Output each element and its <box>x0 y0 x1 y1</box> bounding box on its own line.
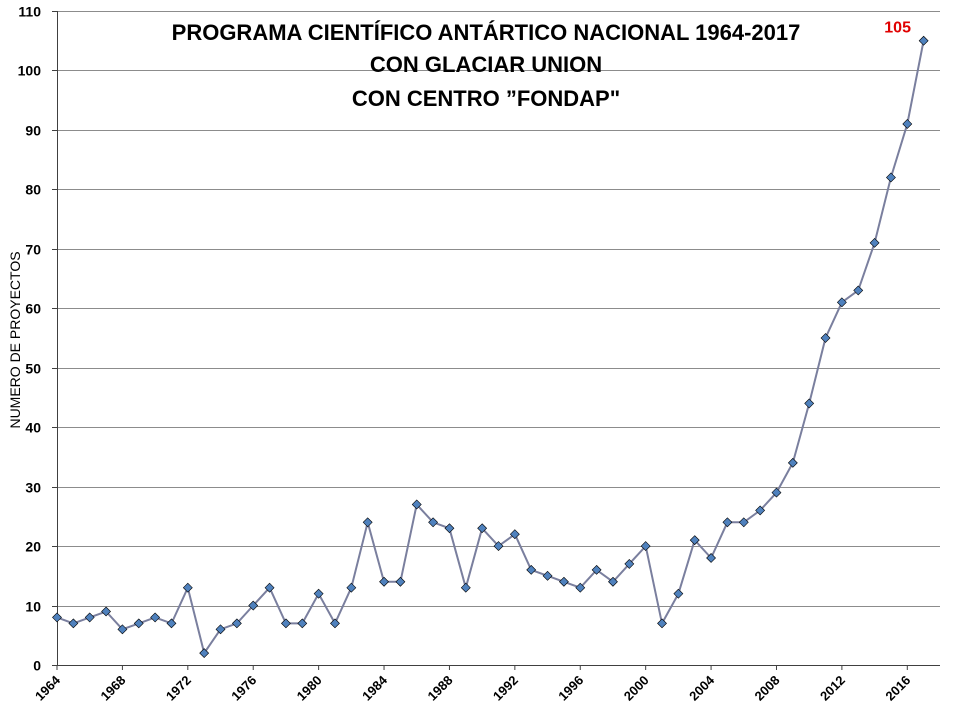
data-point-2005 <box>722 517 733 528</box>
data-point-1986 <box>411 499 422 510</box>
y-axis-label: NUMERO DE PROYECTOS <box>7 251 23 428</box>
data-point-1998 <box>608 576 618 587</box>
x-tick-label: 1976 <box>228 673 259 704</box>
data-point-2014 <box>869 237 880 248</box>
data-point-2008 <box>771 487 782 498</box>
y-tick-label: 90 <box>25 123 41 139</box>
data-point-1975 <box>231 618 242 629</box>
data-point-1985 <box>395 576 406 587</box>
data-point-1972 <box>182 582 193 593</box>
data-point-2009 <box>787 457 798 468</box>
data-point-1964 <box>52 612 62 623</box>
data-point-1970 <box>150 612 161 623</box>
data-point-1974 <box>215 624 226 635</box>
data-point-1984 <box>379 576 389 587</box>
data-point-1977 <box>264 582 275 593</box>
data-point-1999 <box>624 559 635 569</box>
y-tick-label: 0 <box>33 658 41 674</box>
data-point-2012 <box>836 297 847 308</box>
data-point-2011 <box>820 333 831 343</box>
data-point-1982 <box>346 582 357 593</box>
data-point-2004 <box>706 553 716 563</box>
chart-title-line-2: CON GLACIAR UNION <box>370 52 602 77</box>
series-line <box>56 40 925 656</box>
y-tick-label: 100 <box>18 63 42 79</box>
data-point-1990 <box>477 523 488 534</box>
data-point-2006 <box>738 517 749 528</box>
data-point-1994 <box>542 570 553 581</box>
data-point-1976 <box>248 600 259 611</box>
data-point-1973 <box>199 648 210 659</box>
data-point-2002 <box>673 588 684 599</box>
data-point-1988 <box>444 523 455 534</box>
data-point-1995 <box>558 576 569 587</box>
x-tick-label: 1992 <box>490 673 521 704</box>
x-tick-label: 1984 <box>359 672 391 704</box>
chart-title-line-3: CON CENTRO ”FONDAP" <box>352 86 620 111</box>
data-point-1991 <box>493 541 504 552</box>
data-point-2016 <box>902 119 913 129</box>
x-tick-label: 2004 <box>686 672 718 704</box>
x-tick-label: 1988 <box>425 673 456 704</box>
data-point-1987 <box>428 517 439 528</box>
data-point-2017 <box>918 35 929 46</box>
data-point-1965 <box>68 618 79 629</box>
axes <box>52 11 940 670</box>
y-tick-label: 80 <box>25 182 41 198</box>
y-tick-label: 50 <box>25 361 41 377</box>
series <box>52 35 929 659</box>
data-point-1971 <box>166 618 177 629</box>
data-point-1993 <box>526 564 537 575</box>
data-point-2010 <box>804 398 815 409</box>
y-tick-label: 10 <box>25 599 41 615</box>
data-point-1979 <box>297 618 308 629</box>
data-point-2000 <box>640 541 651 552</box>
y-tick-label: 110 <box>18 4 41 20</box>
x-tick-label: 1968 <box>97 673 128 704</box>
data-point-2003 <box>689 535 700 546</box>
data-point-1969 <box>133 618 144 629</box>
x-tick-label: 1972 <box>163 673 194 704</box>
chart-title-line-1: PROGRAMA CIENTÍFICO ANTÁRTICO NACIONAL 1… <box>172 20 801 45</box>
data-point-1980 <box>313 588 324 599</box>
data-point-2013 <box>853 285 864 296</box>
x-tick-label: 2000 <box>621 673 652 704</box>
data-point-2015 <box>886 172 896 183</box>
data-point-2007 <box>755 505 766 516</box>
y-tick-label: 70 <box>25 242 41 258</box>
data-point-1989 <box>460 582 471 593</box>
data-point-1983 <box>362 517 373 528</box>
x-tick-label: 1964 <box>32 672 64 704</box>
x-tick-label: 1996 <box>555 673 586 704</box>
data-point-1978 <box>281 618 291 629</box>
x-tick-label: 1980 <box>294 673 325 704</box>
data-point-1997 <box>591 564 602 575</box>
data-point-1967 <box>101 606 111 617</box>
y-tick-label: 60 <box>25 301 41 317</box>
last-value-annotation: 105 <box>884 20 911 37</box>
y-tick-label: 20 <box>25 539 41 555</box>
y-tick-label: 30 <box>25 480 41 496</box>
data-point-1992 <box>509 529 520 540</box>
gridlines <box>57 11 940 607</box>
data-point-2001 <box>657 618 667 629</box>
x-tick-label: 2008 <box>752 673 783 704</box>
data-point-1968 <box>117 624 128 635</box>
data-point-1996 <box>575 582 586 593</box>
data-point-1966 <box>84 612 95 623</box>
y-tick-label: 40 <box>25 420 41 436</box>
data-point-1981 <box>330 618 340 629</box>
x-tick-label: 2012 <box>817 673 848 704</box>
x-tick-label: 2016 <box>882 673 913 704</box>
